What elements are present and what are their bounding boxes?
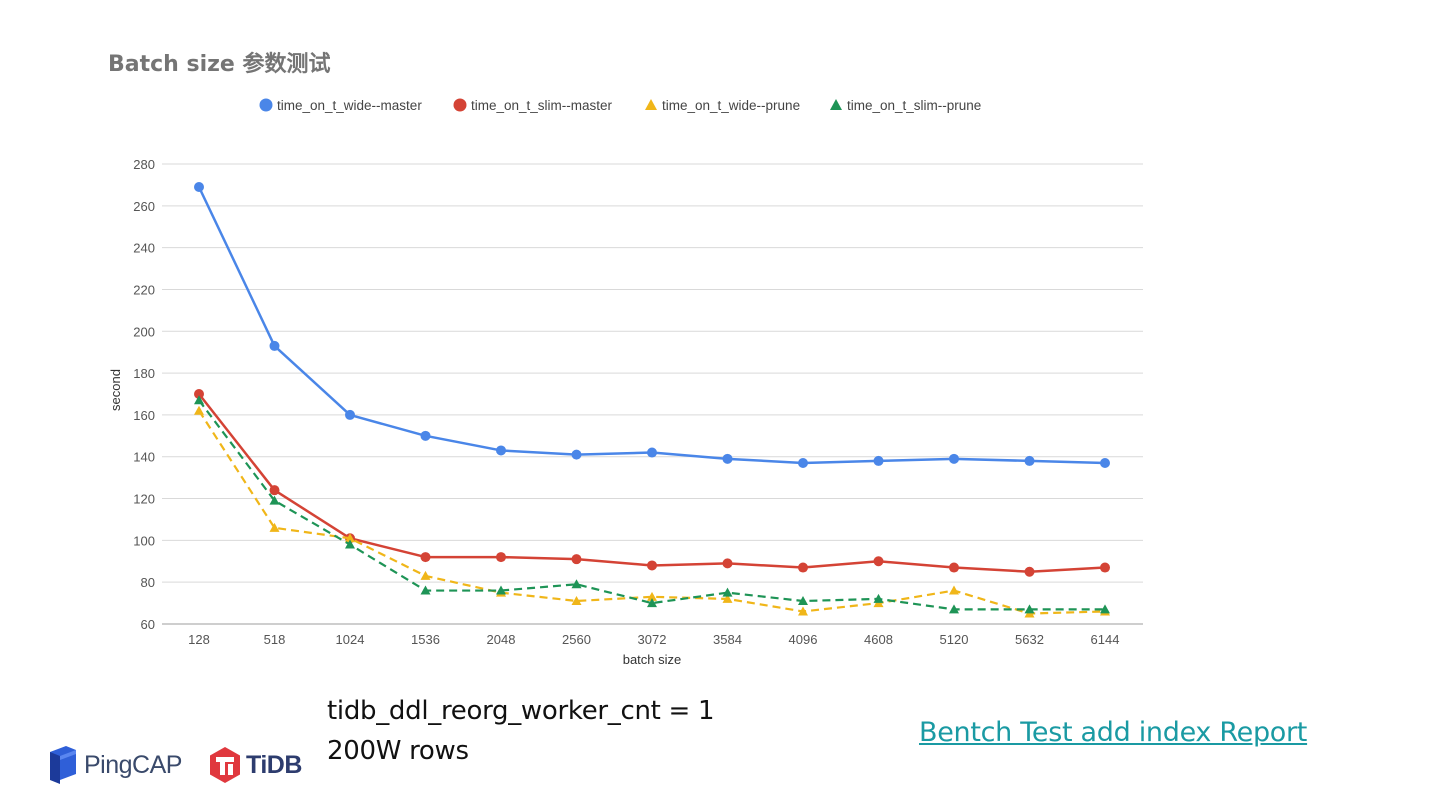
data-point <box>420 430 431 441</box>
data-point <box>571 596 582 605</box>
data-point <box>269 522 280 532</box>
data-point <box>194 405 204 415</box>
pingcap-logo-icon <box>50 746 76 784</box>
data-point <box>269 340 280 351</box>
chart-title: Batch size 参数测试 <box>108 51 331 77</box>
series-line <box>198 410 1106 615</box>
data-point <box>647 447 657 458</box>
legend-marker <box>830 99 842 110</box>
series-line <box>197 186 1106 465</box>
data-point <box>1024 604 1035 614</box>
data-point <box>873 556 884 567</box>
x-tick-label: 518 <box>264 632 286 647</box>
line-chart: Batch size 参数测试 60 80 100 120 140 160 180 200 220… <box>108 51 1143 667</box>
pingcap-logo: PingCAP <box>48 745 182 785</box>
x-axis-title: batch size <box>623 652 682 667</box>
y-tick-label: 100 <box>133 533 155 548</box>
report-link[interactable]: Bentch Test add index Report <box>919 717 1308 748</box>
data-point <box>1100 562 1110 573</box>
y-tick-label: 180 <box>133 366 155 381</box>
data-point <box>1024 455 1035 466</box>
y-tick-label: 80 <box>141 575 155 590</box>
x-tick-label: 1536 <box>411 632 440 647</box>
data-point <box>1024 566 1035 577</box>
data-point <box>420 552 431 563</box>
worker-count-note: tidb_ddl_reorg_worker_cnt = 1 <box>327 696 715 726</box>
data-point <box>420 570 431 580</box>
tidb-logo: TiDB <box>208 745 302 785</box>
data-point <box>345 539 355 549</box>
x-tick-label: 5120 <box>940 632 969 647</box>
y-tick-label: 260 <box>133 199 155 214</box>
x-tick-label: 2048 <box>487 632 516 647</box>
x-tick-label: 4608 <box>864 632 893 647</box>
legend-marker <box>645 99 657 110</box>
data-point <box>949 585 959 595</box>
data-point <box>496 585 506 595</box>
data-point <box>194 395 204 405</box>
data-point <box>1100 458 1110 468</box>
data-point <box>647 591 657 601</box>
x-tick-label: 128 <box>188 632 210 647</box>
data-point <box>1100 604 1110 614</box>
data-point <box>722 453 733 464</box>
y-tick-label: 280 <box>133 157 155 172</box>
series-line <box>198 393 1106 573</box>
data-point <box>269 485 280 496</box>
data-point <box>949 453 959 464</box>
legend-label: time_on_t_slim--prune <box>847 98 981 113</box>
data-point <box>949 604 959 614</box>
pingcap-logo-text: PingCAP <box>84 750 182 779</box>
data-point <box>194 182 204 192</box>
data-point <box>647 560 657 571</box>
data-point <box>949 562 959 573</box>
tidb-logo-text: TiDB <box>246 750 302 779</box>
y-tick-label: 120 <box>133 492 155 507</box>
x-tick-label: 5632 <box>1015 632 1044 647</box>
y-tick-label: 200 <box>133 324 155 339</box>
y-tick-label: 140 <box>133 450 155 465</box>
y-axis-title: second <box>108 369 123 411</box>
data-point <box>571 579 582 589</box>
y-tick-label: 160 <box>133 408 155 423</box>
data-point <box>798 596 808 605</box>
y-tick-label: 60 <box>141 617 155 632</box>
legend-label: time_on_t_wide--prune <box>662 98 800 113</box>
data-point <box>345 533 355 543</box>
legend-label: time_on_t_wide--master <box>277 98 422 113</box>
tidb-logo-icon <box>210 747 240 783</box>
data-point <box>496 552 506 563</box>
data-point <box>722 558 733 569</box>
data-point <box>798 562 808 573</box>
data-point <box>269 495 280 505</box>
legend-label: time_on_t_slim--master <box>471 98 613 113</box>
y-tick-label: 240 <box>133 241 155 256</box>
data-point <box>571 449 582 460</box>
data-point <box>722 587 733 597</box>
legend-marker <box>259 98 273 112</box>
x-tick-label: 3584 <box>713 632 742 647</box>
data-point <box>345 409 355 420</box>
data-point <box>194 389 204 399</box>
legend-marker <box>453 98 467 112</box>
data-point <box>873 593 884 603</box>
data-point <box>647 598 657 608</box>
y-tick-label: 220 <box>133 282 155 297</box>
x-tick-label: 4096 <box>789 632 818 647</box>
x-tick-label: 3072 <box>638 632 667 647</box>
data-point <box>873 455 884 466</box>
data-point <box>420 585 431 595</box>
series-line <box>198 399 1105 611</box>
row-count-note: 200W rows <box>327 736 469 766</box>
x-tick-label: 6144 <box>1091 632 1120 647</box>
x-tick-label: 2560 <box>562 632 591 647</box>
x-tick-label: 1024 <box>336 632 365 647</box>
data-point <box>496 445 506 456</box>
data-point <box>722 593 733 603</box>
data-point <box>571 554 582 565</box>
data-point <box>798 458 808 468</box>
data-point <box>798 606 808 616</box>
